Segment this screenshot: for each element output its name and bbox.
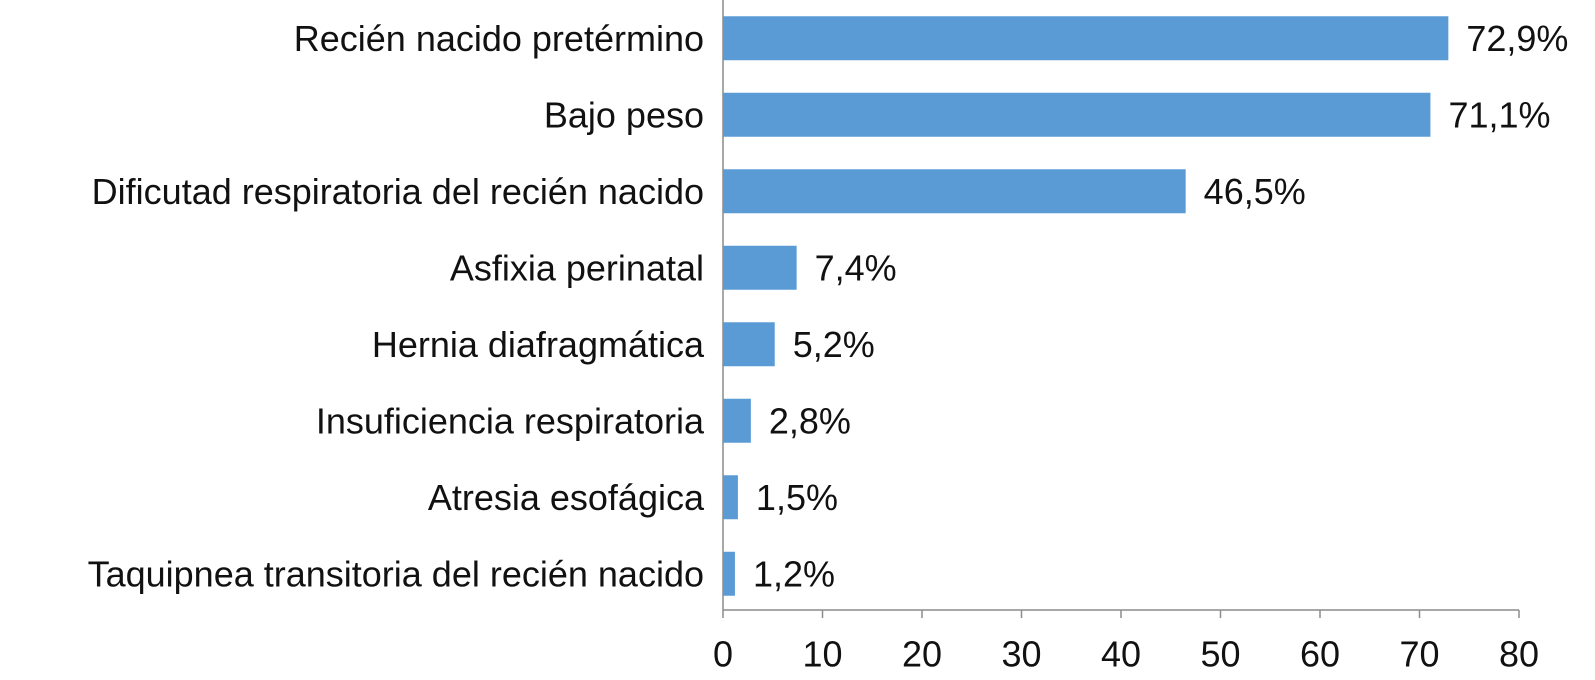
x-tick-label: 0 [713, 634, 733, 675]
x-tick-label: 60 [1300, 634, 1340, 675]
category-label: Insuficiencia respiratoria [316, 400, 705, 441]
category-label: Dificutad respiratoria del recién nacido [92, 171, 704, 212]
x-tick-label: 50 [1200, 634, 1240, 675]
bars-group [723, 16, 1449, 596]
category-label: Asfixia perinatal [450, 247, 704, 288]
bar [723, 551, 735, 596]
data-label: 1,2% [753, 553, 835, 594]
bar [723, 16, 1449, 61]
data-label: 46,5% [1204, 171, 1306, 212]
bar [723, 245, 797, 290]
x-tick-label: 10 [802, 634, 842, 675]
data-label: 7,4% [815, 247, 897, 288]
category-label: Atresia esofágica [428, 477, 705, 518]
bar [723, 475, 738, 520]
data-label: 2,8% [769, 400, 851, 441]
category-labels-group: Recién nacido pretérmino Bajo peso Dificut… [88, 18, 705, 595]
x-tick-labels-group: 0 10 20 30 40 50 60 70 80 [713, 634, 1539, 675]
bar [723, 92, 1431, 137]
x-tick-label: 40 [1101, 634, 1141, 675]
x-tick-label: 30 [1001, 634, 1041, 675]
data-label: 5,2% [793, 324, 875, 365]
category-label: Hernia diafragmática [372, 324, 705, 365]
x-tick-label: 20 [902, 634, 942, 675]
bar [723, 169, 1186, 214]
bar [723, 398, 751, 443]
data-label: 72,9% [1466, 18, 1568, 59]
axes-group [722, 0, 1520, 618]
x-tick-label: 70 [1399, 634, 1439, 675]
x-tick-label: 80 [1499, 634, 1539, 675]
bar [723, 322, 775, 367]
data-label: 71,1% [1448, 94, 1550, 135]
category-label: Taquipnea transitoria del recién nacido [88, 553, 704, 594]
category-label: Bajo peso [544, 94, 704, 135]
data-label: 1,5% [756, 477, 838, 518]
data-labels-group: 72,9% 71,1% 46,5% 7,4% 5,2% 2,8% 1,5% 1,2% [753, 18, 1568, 595]
category-label: Recién nacido pretérmino [294, 18, 704, 59]
